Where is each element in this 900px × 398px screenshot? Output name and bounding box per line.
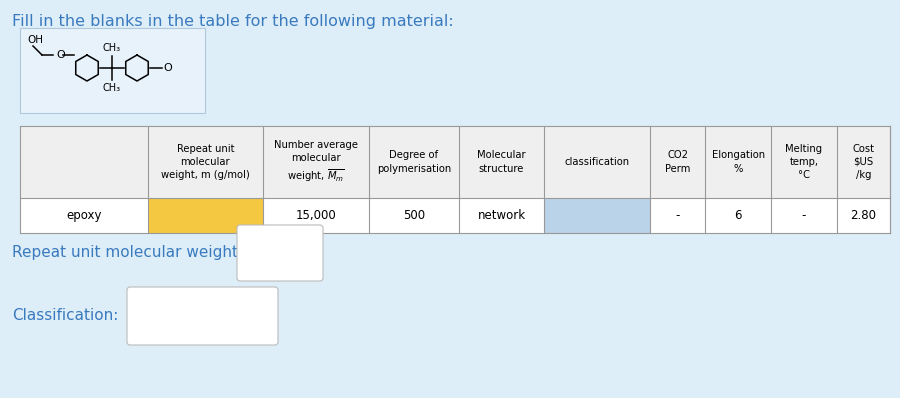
Text: O: O bbox=[56, 50, 65, 60]
Bar bbox=[20, 198, 148, 233]
Text: Cost
$US
/kg: Cost $US /kg bbox=[852, 144, 875, 180]
Text: CH₃: CH₃ bbox=[103, 43, 122, 53]
Bar bbox=[148, 198, 263, 233]
Text: 2.80: 2.80 bbox=[850, 209, 877, 222]
Text: 500: 500 bbox=[403, 209, 425, 222]
Bar bbox=[20, 28, 205, 113]
Text: CH₃: CH₃ bbox=[103, 83, 122, 93]
Text: network: network bbox=[477, 209, 526, 222]
Text: OH: OH bbox=[27, 35, 43, 45]
Text: 6: 6 bbox=[734, 209, 742, 222]
FancyBboxPatch shape bbox=[237, 225, 323, 281]
Text: -: - bbox=[676, 209, 680, 222]
Text: epoxy: epoxy bbox=[67, 209, 102, 222]
FancyBboxPatch shape bbox=[127, 287, 278, 345]
Text: CO2
Perm: CO2 Perm bbox=[665, 150, 690, 174]
Text: classification: classification bbox=[564, 157, 630, 167]
Text: Melting
temp,
°C: Melting temp, °C bbox=[786, 144, 823, 180]
Text: Molecular
structure: Molecular structure bbox=[477, 150, 526, 174]
Bar bbox=[544, 198, 650, 233]
Text: Number average
molecular
weight, $\overline{M_m}$: Number average molecular weight, $\overl… bbox=[274, 140, 357, 184]
Text: Elongation
%: Elongation % bbox=[712, 150, 765, 174]
Text: Fill in the blanks in the table for the following material:: Fill in the blanks in the table for the … bbox=[12, 14, 454, 29]
Text: Repeat unit
molecular
weight, m (g/mol): Repeat unit molecular weight, m (g/mol) bbox=[161, 144, 249, 180]
Text: Repeat unit molecular weight:: Repeat unit molecular weight: bbox=[12, 246, 243, 261]
Text: Classification:: Classification: bbox=[12, 308, 119, 324]
Bar bbox=[148, 198, 890, 233]
Text: 15,000: 15,000 bbox=[295, 209, 336, 222]
Text: Degree of
polymerisation: Degree of polymerisation bbox=[377, 150, 451, 174]
Text: -: - bbox=[802, 209, 806, 222]
Text: O: O bbox=[163, 63, 172, 73]
Bar bbox=[148, 126, 890, 198]
Bar bbox=[20, 126, 148, 198]
